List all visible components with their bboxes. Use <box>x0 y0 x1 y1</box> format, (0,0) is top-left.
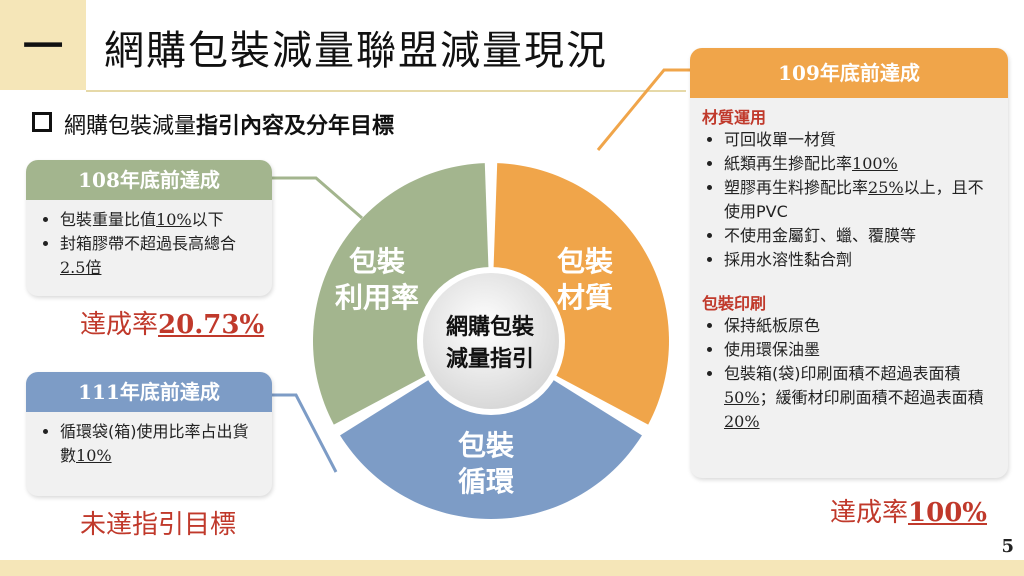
footer-bar <box>0 560 1024 576</box>
card-109-body: 材質運用 可回收單一材質 紙類再生摻配比率100% 塑膠再生料摻配比率25%以上… <box>690 98 1008 434</box>
list-item: 塑膠再生料摻配比率25%以上，且不使用PVC <box>724 176 992 224</box>
rate-109-label: 達成率 <box>830 498 909 528</box>
card-109-header: 109年底前達成 <box>690 48 1008 98</box>
status-111: 未達指引目標 <box>80 510 237 540</box>
rate-109-value: 100% <box>908 498 987 528</box>
segment-material-label: 包裝 材質 <box>540 244 630 316</box>
segment-cycle-line2: 循環 <box>457 465 514 498</box>
section-material-title: 材質運用 <box>702 108 767 127</box>
rate-109: 達成率100% <box>830 492 987 529</box>
list-item: 循環袋(箱)使用比率占出貨數10% <box>60 420 258 468</box>
center-line-1: 網購包裝 <box>445 315 534 340</box>
pie-segment-cycle <box>340 341 642 519</box>
card-109: 109年底前達成 材質運用 可回收單一材質 紙類再生摻配比率100% 塑膠再生料… <box>690 48 1008 478</box>
connector-111 <box>272 393 338 473</box>
page-number: 5 <box>1001 536 1014 557</box>
rate-108: 達成率20.73% <box>80 304 264 341</box>
title-underline <box>86 0 686 92</box>
page-title: 網購包裝減量聯盟減量現況 <box>104 28 608 74</box>
section-printing-list: 保持紙板原色 使用環保油墨 包裝箱(袋)印刷面積不超過表面積50%；緩衝材印刷面… <box>702 314 996 434</box>
pie-center-label: 網購包裝 減量指引 <box>420 312 560 376</box>
segment-material-line2: 材質 <box>556 281 613 314</box>
center-line-2: 減量指引 <box>445 347 534 372</box>
segment-cycle-label: 包裝 循環 <box>436 428 536 500</box>
list-item: 封箱膠帶不超過長高總合2.5倍 <box>60 232 258 280</box>
card-108-header: 108年底前達成 <box>26 160 272 200</box>
guideline-pie <box>312 163 669 519</box>
subtitle-part2: 指引內容及分年目標 <box>196 114 395 139</box>
card-111-list: 循環袋(箱)使用比率占出貨數10% <box>26 412 272 476</box>
list-item: 包裝重量比值10%以下 <box>60 208 258 232</box>
segment-cycle-line1: 包裝 <box>457 429 514 462</box>
list-item: 紙類再生摻配比率100% <box>724 152 992 176</box>
card-111: 111年底前達成 循環袋(箱)使用比率占出貨數10% <box>26 372 272 496</box>
connector-109 <box>596 68 692 151</box>
rate-108-label: 達成率 <box>80 310 159 340</box>
list-item: 不使用金屬釘、蠟、覆膜等 <box>724 224 992 248</box>
section-printing-title: 包裝印刷 <box>702 294 767 313</box>
checkbox-bullet-icon <box>32 112 52 132</box>
segment-utilization-line1: 包裝 <box>348 245 405 278</box>
segment-material-line1: 包裝 <box>556 245 613 278</box>
section-material-list: 可回收單一材質 紙類再生摻配比率100% 塑膠再生料摻配比率25%以上，且不使用… <box>702 128 996 278</box>
subtitle-part1: 網購包裝減量 <box>64 114 197 139</box>
list-item: 可回收單一材質 <box>724 128 992 152</box>
connector-108 <box>270 176 363 220</box>
pie-center-circle <box>423 273 559 409</box>
card-111-header: 111年底前達成 <box>26 372 272 412</box>
list-item: 採用水溶性黏合劑 <box>724 248 992 272</box>
section-number: 一 <box>23 24 63 70</box>
card-108-list: 包裝重量比值10%以下 封箱膠帶不超過長高總合2.5倍 <box>26 200 272 288</box>
segment-utilization-line2: 利用率 <box>334 281 419 314</box>
subtitle: 網購包裝減量指引內容及分年目標 <box>32 108 394 140</box>
list-item: 保持紙板原色 <box>724 314 992 338</box>
rate-108-value: 20.73% <box>158 310 265 340</box>
card-108: 108年底前達成 包裝重量比值10%以下 封箱膠帶不超過長高總合2.5倍 <box>26 160 272 296</box>
segment-utilization-label: 包裝 利用率 <box>322 244 432 316</box>
list-item: 包裝箱(袋)印刷面積不超過表面積50%；緩衝材印刷面積不超過表面積20% <box>724 362 992 434</box>
list-item: 使用環保油墨 <box>724 338 992 362</box>
section-number-badge: 一 <box>0 0 86 90</box>
